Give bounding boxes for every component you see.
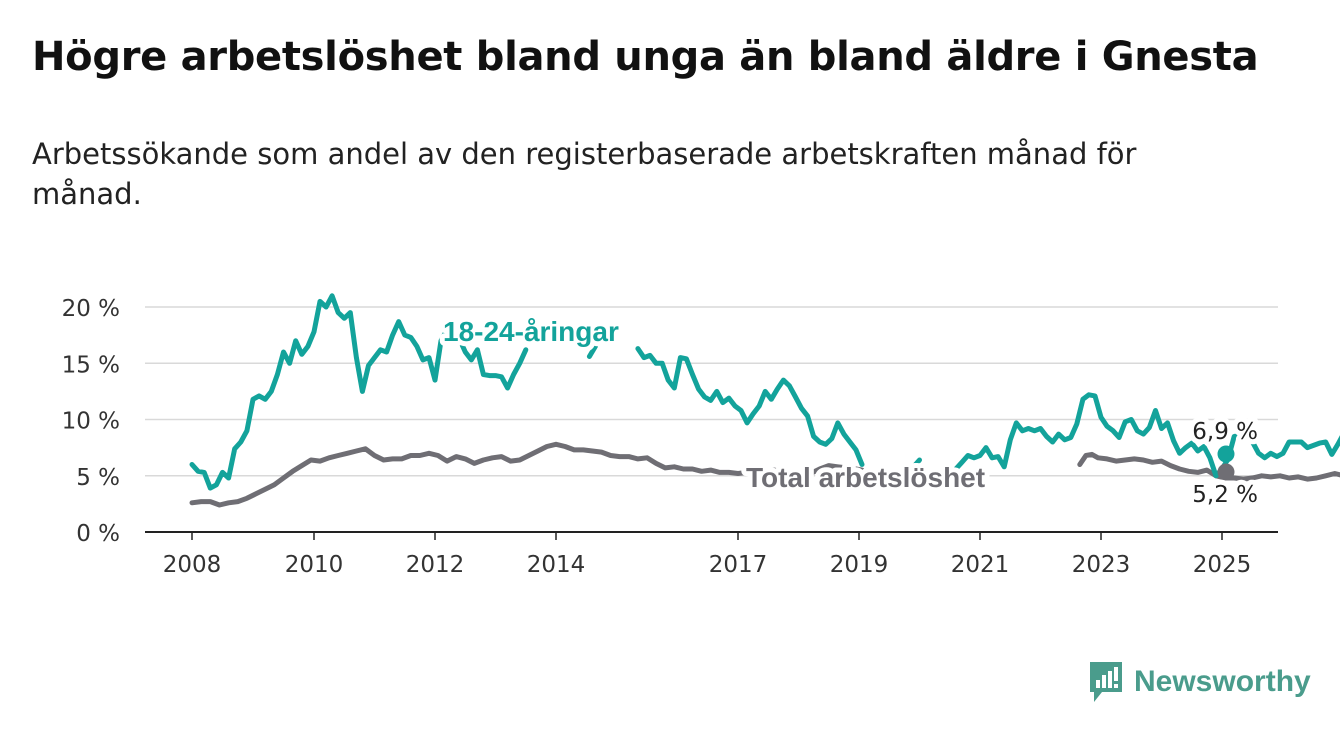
y-tick-label: 20 % xyxy=(62,296,120,322)
y-tick-label: 10 % xyxy=(62,409,120,435)
chart-title: Högre arbetslöshet bland unga än bland ä… xyxy=(32,34,1259,80)
newsworthy-logo-icon xyxy=(1090,662,1122,702)
series-labels: 18-24-åringar Total arbetslöshet 6,9 % 5,2 … xyxy=(438,311,1263,513)
x-tick-label: 2012 xyxy=(406,552,465,578)
x-tick-label: 2010 xyxy=(285,552,344,578)
x-tick-label: 2025 xyxy=(1193,552,1252,578)
endpoint-youth xyxy=(1217,445,1235,463)
endpoint-total xyxy=(1217,463,1235,481)
y-tick-label: 0 % xyxy=(76,521,120,547)
x-tick-label: 2008 xyxy=(163,552,222,578)
newsworthy-brand: Newsworthy xyxy=(1088,660,1311,704)
brand-name: Newsworthy xyxy=(1134,665,1311,698)
series-lines xyxy=(189,293,1340,508)
x-tick-label: 2021 xyxy=(951,552,1010,578)
x-tick-label: 2017 xyxy=(709,552,768,578)
x-tick-label: 2019 xyxy=(830,552,889,578)
chart-subtitle: Arbetssökande som andel av den registerb… xyxy=(32,137,1137,211)
series-label-youth: 18-24-åringar xyxy=(443,316,619,347)
series-line-youth xyxy=(189,293,1340,491)
x-tick-label: 2023 xyxy=(1072,552,1131,578)
axes: 0 % 5 % 10 % 15 % 20 % 2008 2010 2012 2014 2017 20… xyxy=(62,296,1278,578)
end-value-label-youth: 6,9 % xyxy=(1192,419,1258,445)
series-label-total: Total arbetslöshet xyxy=(746,462,985,493)
y-tick-label: 15 % xyxy=(62,352,120,378)
end-value-label-total: 5,2 % xyxy=(1192,482,1258,508)
x-tick-label: 2014 xyxy=(527,552,586,578)
y-tick-label: 5 % xyxy=(76,465,120,491)
